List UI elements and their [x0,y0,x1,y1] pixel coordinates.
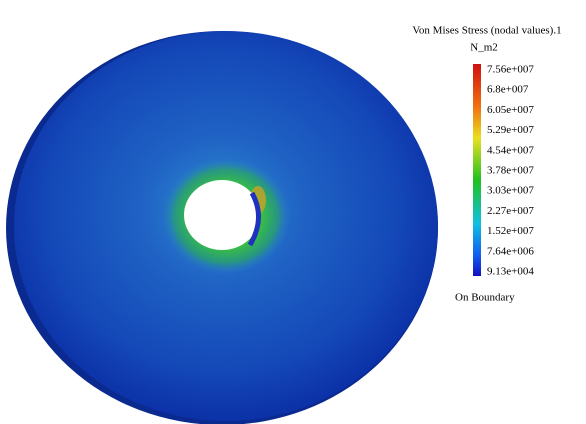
legend-label: 7.64e+006 [487,245,534,257]
legend-label: 9.13e+004 [487,266,534,278]
legend-label: 1.52e+007 [487,225,534,237]
legend-label: 2.27e+007 [487,205,534,217]
legend-label: 5.29e+007 [487,124,534,136]
legend-label: 6.8e+007 [487,84,529,96]
legend-labels: 7.56e+007 6.8e+007 6.05e+007 5.29e+007 4.54e… [487,64,534,278]
color-bar [473,64,481,276]
legend-label: 7.56e+007 [487,64,534,76]
legend-label: 3.03e+007 [487,185,534,197]
disk-model [6,31,438,424]
legend-footer: On Boundary [455,292,515,304]
legend-label: 4.54e+007 [487,144,534,156]
screenshot: Von Mises Stress (nodal values).1 N_m2 7… [0,0,586,424]
legend-label: 3.78e+007 [487,165,534,177]
legend-unit: N_m2 [470,42,498,54]
legend-title: Von Mises Stress (nodal values).1 [412,25,561,37]
legend-label: 6.05e+007 [487,104,534,116]
